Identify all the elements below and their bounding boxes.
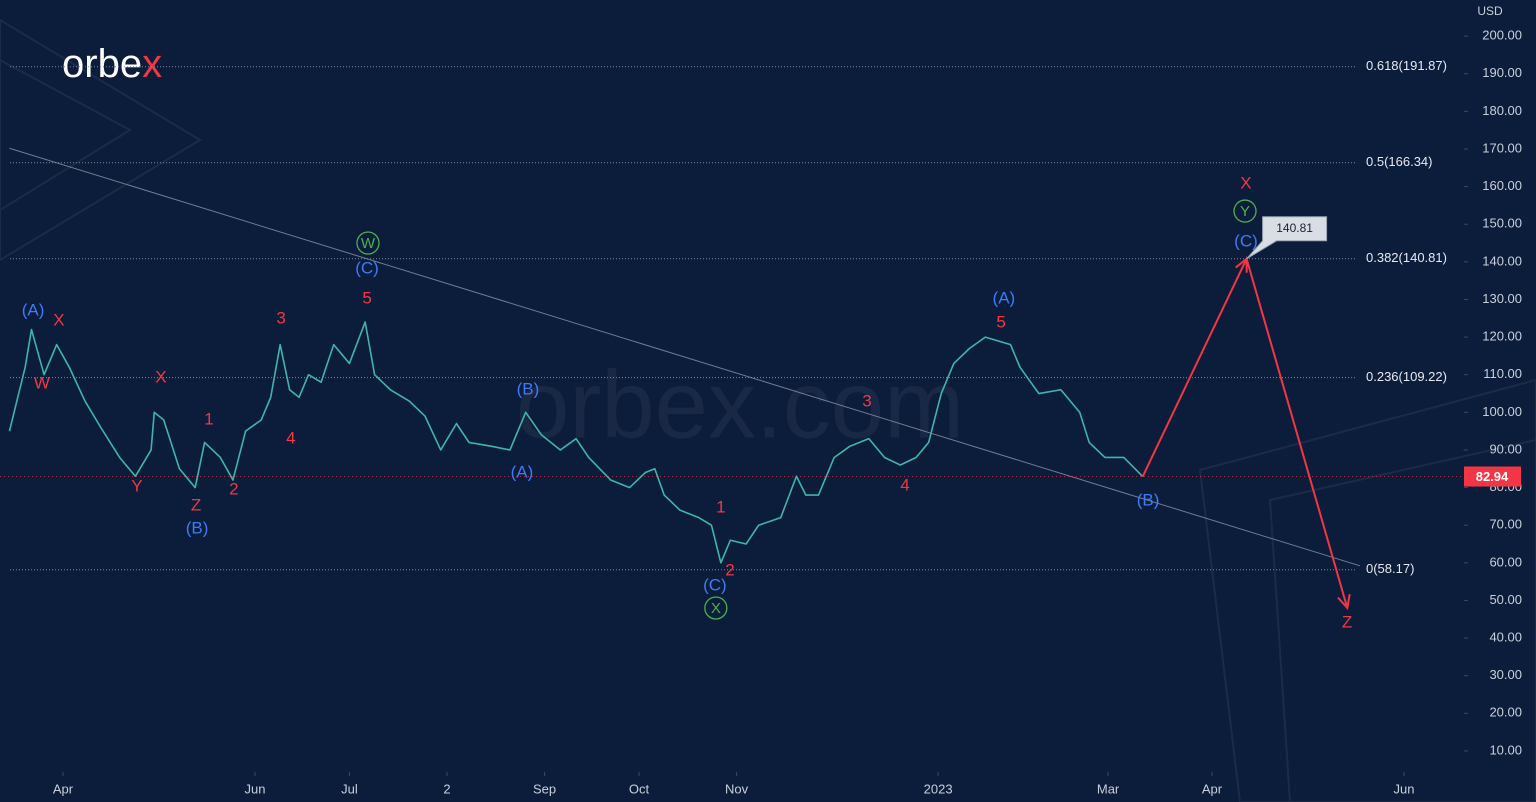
wave-label: X (53, 311, 64, 330)
wave-label: (C) (355, 258, 379, 277)
wave-label: (B) (517, 379, 540, 398)
wave-label: (B) (1137, 490, 1160, 509)
last-price-label: 82.94 (1476, 469, 1509, 484)
y-tick-label: 110.00 (1483, 366, 1522, 381)
wave-label: 4 (900, 475, 909, 494)
x-tick-label: Apr (53, 781, 74, 796)
y-unit: USD (1477, 4, 1503, 18)
wave-label: 3 (276, 308, 285, 327)
wave-label: W (361, 235, 376, 252)
x-tick-label: 2 (443, 781, 450, 796)
wave-label: (C) (1234, 232, 1258, 251)
wave-label: X (1240, 174, 1251, 193)
wave-label: (B) (186, 518, 209, 537)
wave-label: Y (131, 477, 142, 496)
y-tick-label: 150.00 (1482, 216, 1522, 231)
x-tick-label: Jun (245, 781, 266, 796)
x-tick-label: 2023 (924, 781, 953, 796)
wave-label: X (155, 367, 166, 386)
y-tick-label: 160.00 (1482, 178, 1522, 193)
y-tick-label: 70.00 (1489, 517, 1522, 532)
y-tick-label: 120.00 (1482, 329, 1522, 344)
wave-label: 2 (725, 560, 734, 579)
wave-label: (C) (703, 576, 727, 595)
y-tick-label: 60.00 (1489, 554, 1522, 569)
y-tick-label: 50.00 (1489, 592, 1522, 607)
projection-arrowhead (1337, 594, 1351, 611)
x-tick-label: Mar (1097, 781, 1120, 796)
logo: orbex (62, 42, 162, 86)
y-tick-label: 170.00 (1482, 140, 1522, 155)
fib-label: 0(58.17) (1366, 561, 1414, 576)
x-tick-label: Nov (725, 781, 749, 796)
wave-label: Y (1240, 203, 1250, 220)
y-tick-label: 20.00 (1489, 705, 1522, 720)
wave-label: (A) (22, 300, 45, 319)
wave-label: 2 (229, 480, 238, 499)
wave-circle (1233, 199, 1257, 223)
wave-label: 1 (716, 498, 725, 517)
wave-label: 3 (862, 392, 871, 411)
wave-label: W (34, 373, 50, 392)
background-shapes (0, 18, 1536, 802)
y-tick-label: 30.00 (1489, 667, 1522, 682)
y-tick-label: 180.00 (1482, 103, 1522, 118)
fib-label: 0.618(191.87) (1366, 58, 1447, 73)
trendline (9, 147, 1361, 567)
wave-label: X (711, 600, 721, 617)
x-tick-label: Oct (629, 781, 650, 796)
y-tick-label: 200.00 (1482, 28, 1522, 43)
callout-box (1246, 216, 1328, 260)
wave-label: Z (1342, 612, 1352, 631)
fib-label: 0.382(140.81) (1366, 250, 1447, 265)
wave-circle (356, 231, 380, 255)
logo-accent: x (142, 42, 162, 86)
y-tick-label: 90.00 (1489, 441, 1522, 456)
y-tick-label: 130.00 (1482, 291, 1522, 306)
x-tick-label: Sep (533, 781, 556, 796)
callout-label: 140.81 (1276, 221, 1313, 235)
fib-label: 0.236(109.22) (1366, 369, 1447, 384)
x-tick-label: Apr (1202, 781, 1223, 796)
wave-circle (704, 596, 728, 620)
wave-label: 4 (286, 428, 295, 447)
wave-label: Z (191, 495, 201, 514)
x-tick-label: Jun (1394, 781, 1415, 796)
last-price-box (1464, 466, 1521, 487)
wave-label: 5 (362, 288, 371, 307)
watermark: orbex.com (516, 351, 964, 458)
price-line (8, 321, 1144, 564)
wave-label: (A) (993, 288, 1016, 307)
y-tick-label: 10.00 (1489, 742, 1522, 757)
y-tick-label: 40.00 (1489, 630, 1522, 645)
logo-text: orbe (62, 42, 142, 86)
wave-label: 5 (996, 313, 1005, 332)
wave-label: (A) (511, 463, 534, 482)
wave-label: 1 (204, 410, 213, 429)
fib-label: 0.5(166.34) (1366, 154, 1433, 169)
y-tick-label: 100.00 (1482, 404, 1522, 419)
x-tick-label: Jul (341, 781, 358, 796)
y-tick-label: 140.00 (1482, 253, 1522, 268)
y-tick-label: 190.00 (1482, 65, 1522, 80)
